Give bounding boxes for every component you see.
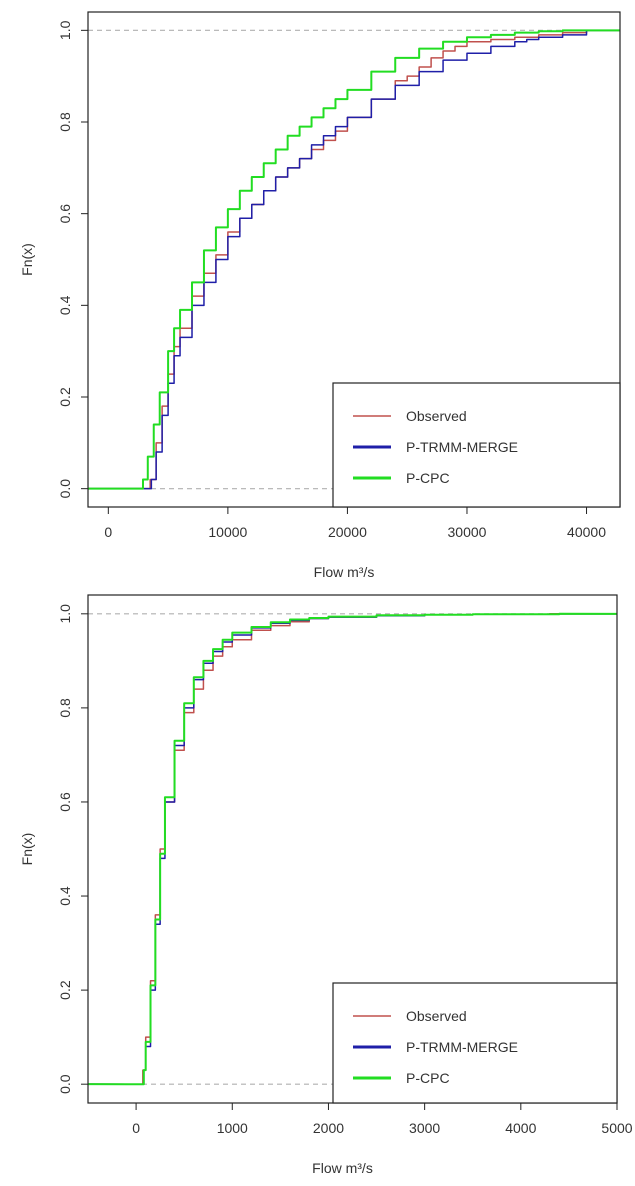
y-tick-label: 0.0	[57, 479, 73, 499]
x-tick-label: 3000	[409, 1120, 440, 1136]
x-tick-label: 0	[104, 524, 112, 540]
y-axis-title: Fn(x)	[19, 243, 35, 276]
legend-box	[332, 382, 621, 508]
y-tick-label: 0.2	[57, 980, 73, 1000]
x-tick-label: 40000	[567, 524, 606, 540]
y-tick-label: 0.6	[57, 792, 73, 812]
x-tick-label: 10000	[208, 524, 247, 540]
legend-label: Observed	[406, 1008, 467, 1024]
x-axis-title: Flow m³/s	[314, 564, 375, 580]
y-tick-label: 0.0	[57, 1074, 73, 1094]
y-tick-label: 0.4	[57, 886, 73, 906]
x-axis-title: Flow m³/s	[312, 1160, 373, 1176]
series-line-p-cpc	[88, 29, 620, 490]
series-group	[88, 29, 620, 490]
y-tick-label: 0.8	[57, 112, 73, 132]
legend-label: P-CPC	[406, 1070, 450, 1086]
y-tick-label: 0.2	[57, 387, 73, 407]
chart-2: 0 1000 2000 3000 4000 5000 0.0 0.2 0.4 0.6 0.8 1.0 F…	[19, 594, 633, 1176]
x-tick-label: 0	[132, 1120, 140, 1136]
chart-1: 0 10000 20000 30000 40000 0.0 0.2 0.4 0.6 0.8 1.0 F…	[19, 11, 621, 580]
legend-label: P-TRMM-MERGE	[406, 439, 518, 455]
legend-label: P-TRMM-MERGE	[406, 1039, 518, 1055]
y-tick-label: 0.8	[57, 698, 73, 718]
y-tick-label: 1.0	[57, 20, 73, 40]
legend: Observed P-TRMM-MERGE P-CPC	[332, 982, 618, 1104]
series-line-p-trmm-merge	[88, 29, 620, 490]
x-tick-label: 30000	[448, 524, 487, 540]
series-line-p-cpc	[88, 612, 617, 1086]
legend: Observed P-TRMM-MERGE P-CPC	[332, 382, 621, 508]
x-tick-label: 20000	[328, 524, 367, 540]
y-tick-label: 0.6	[57, 204, 73, 224]
y-tick-label: 1.0	[57, 604, 73, 624]
y-axis-title: Fn(x)	[19, 833, 35, 866]
series-group	[88, 612, 617, 1086]
legend-label: Observed	[406, 408, 467, 424]
x-tick-label: 4000	[505, 1120, 536, 1136]
x-tick-label: 5000	[601, 1120, 632, 1136]
x-tick-label: 2000	[313, 1120, 344, 1136]
y-tick-label: 0.4	[57, 295, 73, 315]
legend-box	[332, 982, 618, 1104]
x-tick-label: 1000	[217, 1120, 248, 1136]
legend-label: P-CPC	[406, 470, 450, 486]
